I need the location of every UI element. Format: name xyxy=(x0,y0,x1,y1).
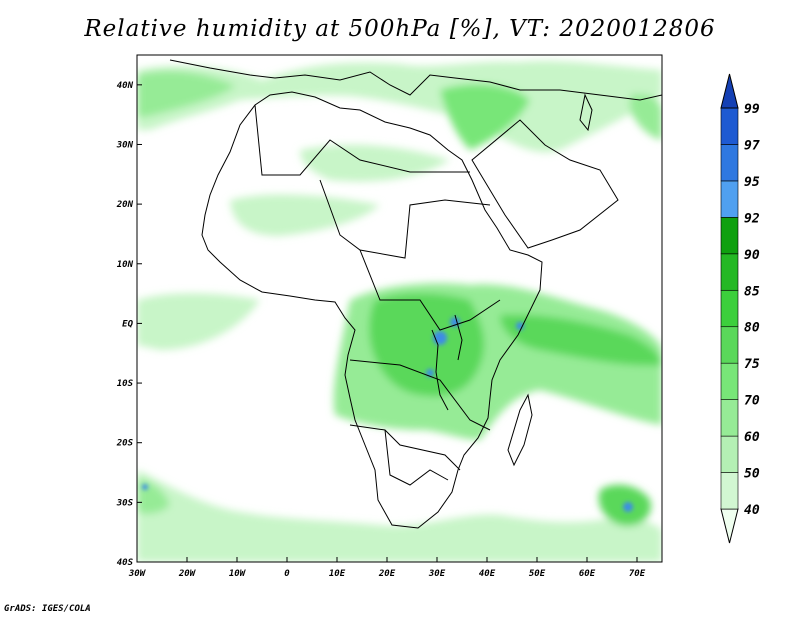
colorbar-segment xyxy=(720,144,739,182)
colorbar-label: 75 xyxy=(744,357,760,372)
colorbar-high-triangle xyxy=(720,73,739,109)
europe-coastline xyxy=(169,59,662,101)
colorbar-segment xyxy=(720,289,739,328)
border-central-2 xyxy=(349,359,491,431)
great-lakes xyxy=(431,314,463,411)
humidity-band-south-atlantic xyxy=(137,470,662,562)
colorbar-label: 85 xyxy=(744,284,760,299)
lon-tick-label: 30W xyxy=(128,569,147,579)
humidity-patch-arabia-ne xyxy=(630,94,662,140)
colorbar-segment xyxy=(720,217,739,255)
colorbar-low-triangle xyxy=(720,508,739,544)
coastlines xyxy=(169,59,662,529)
lon-tick-label: 10W xyxy=(229,569,247,579)
colorbar-label: 99 xyxy=(744,102,760,117)
border-sahara-1 xyxy=(254,104,470,176)
lat-tick-label: 10N xyxy=(117,260,134,270)
colorbar-label: 97 xyxy=(744,138,760,153)
humidity-streak-nw xyxy=(137,71,236,118)
lat-tick-label: 20N xyxy=(116,200,134,210)
lon-tick-label: 30E xyxy=(428,569,446,579)
colorbar-segment xyxy=(720,399,739,437)
lat-tick-label: 30S xyxy=(116,498,134,508)
colorbar-label: 92 xyxy=(744,211,760,226)
lon-tick-label: 40E xyxy=(479,569,496,579)
border-south-2 xyxy=(384,429,449,486)
colorbar-segment xyxy=(720,472,739,510)
colorbar-label: 70 xyxy=(744,394,760,409)
border-sahara-2 xyxy=(319,179,491,259)
lon-tick-label: 20W xyxy=(178,569,197,579)
humidity-indian-ocean-mid xyxy=(500,314,662,366)
colorbar-label: 60 xyxy=(744,430,760,445)
lon-tick-label: 10E xyxy=(329,569,346,579)
lat-tick-label: 40N xyxy=(117,81,134,91)
colorbar-segment xyxy=(720,326,739,364)
lon-tick-label: 20E xyxy=(378,569,396,579)
map-axes: 30W 20W 10W 0 10E 20E 30E 40E 50E 60E 70E 40N 30N 20N… xyxy=(116,81,646,579)
colorbar-label: 90 xyxy=(744,248,760,263)
lon-tick-label: 70E xyxy=(629,569,646,579)
humidity-patch-east-med xyxy=(440,84,530,150)
colorbar-label: 95 xyxy=(744,175,760,190)
arabia-coastline xyxy=(471,119,619,249)
madagascar-coastline xyxy=(507,393,533,467)
lat-tick-label: 40S xyxy=(117,558,134,568)
colorbar-segment xyxy=(720,253,739,291)
colorbar-label: 50 xyxy=(744,467,760,482)
lat-tick-label: 20S xyxy=(116,439,134,449)
africa-coastline xyxy=(201,91,543,529)
colorbar-segment xyxy=(720,107,739,145)
map-frame xyxy=(136,54,663,563)
caspian-sea xyxy=(579,93,593,132)
border-central-1 xyxy=(359,249,501,331)
colorbar-segment xyxy=(720,362,739,400)
lat-tick-label: 30N xyxy=(116,140,134,150)
lon-tick-label: 60E xyxy=(579,569,596,579)
humidity-streak-sahara xyxy=(230,194,380,236)
humidity-band-atlantic xyxy=(137,293,260,350)
colorbar-segment xyxy=(720,180,739,218)
colorbar-label: 80 xyxy=(744,321,760,336)
colorbar-label: 40 xyxy=(744,503,760,518)
humidity-core-southwest xyxy=(142,484,148,490)
border-south-1 xyxy=(349,424,461,471)
lon-tick-label: 50E xyxy=(529,569,546,579)
lat-tick-label: EQ xyxy=(122,319,133,329)
map-title: Relative humidity at 500hPa [%], VT: 202… xyxy=(84,16,716,42)
humidity-field xyxy=(137,60,662,562)
colorbar: 40 50 60 70 75 80 85 90 92 95 97 99 xyxy=(720,73,760,544)
lon-tick-label: 0 xyxy=(284,569,290,579)
grads-credit: GrADS: IGES/COLA xyxy=(4,604,91,614)
colorbar-segment xyxy=(720,435,739,473)
humidity-core-indian-ocean xyxy=(516,322,524,330)
humidity-core-cyclone xyxy=(623,502,633,512)
humidity-band-north xyxy=(137,60,662,153)
lat-tick-label: 10S xyxy=(117,379,134,389)
